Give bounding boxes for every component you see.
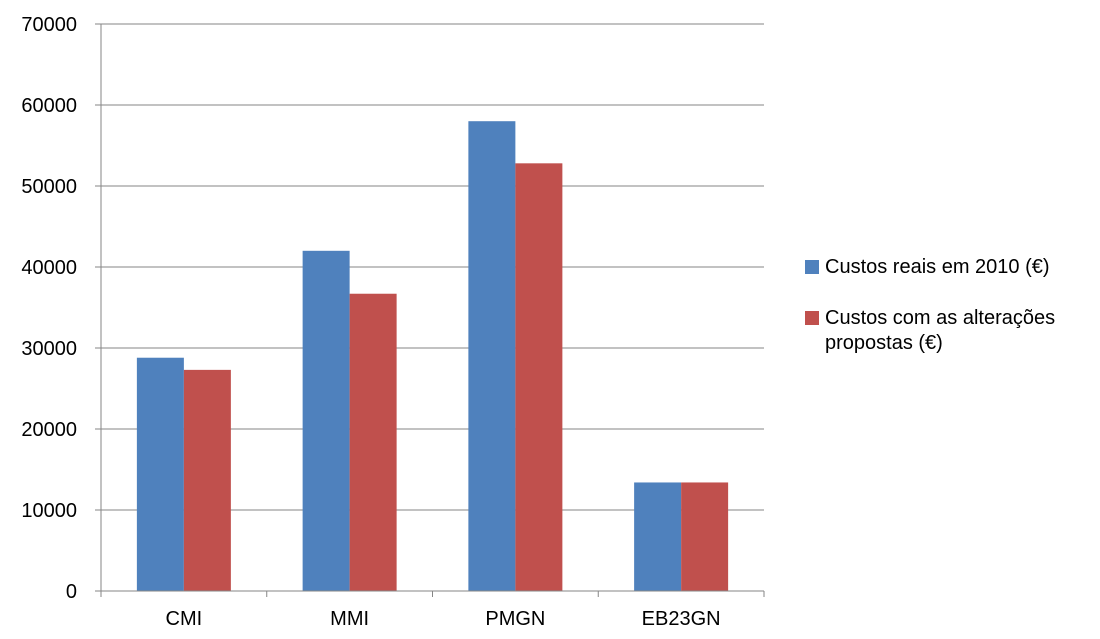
y-tick-label: 0 bbox=[66, 581, 77, 603]
y-tick-label: 10000 bbox=[21, 500, 77, 522]
legend-swatch bbox=[805, 260, 819, 274]
x-tick-labels: CMI MMI PMGN EB23GN bbox=[166, 608, 721, 630]
x-tick-label: PMGN bbox=[485, 608, 545, 630]
y-tick-label: 40000 bbox=[21, 257, 77, 279]
x-tick-label: CMI bbox=[166, 608, 203, 630]
y-tick-label: 70000 bbox=[21, 14, 77, 36]
bar-series-2-eb23gn bbox=[681, 482, 729, 591]
bar-series-2-pmgn bbox=[515, 163, 563, 591]
legend-item: Custos reais em 2010 (€) bbox=[805, 255, 1100, 280]
bar-series-2-mmi bbox=[349, 293, 397, 591]
bar-series-1-mmi bbox=[302, 250, 350, 592]
legend: Custos reais em 2010 (€) Custos com as al… bbox=[805, 255, 1100, 382]
y-tick-label: 50000 bbox=[21, 176, 77, 198]
bar-series-1-pmgn bbox=[468, 121, 516, 591]
y-tick-label: 20000 bbox=[21, 419, 77, 441]
axes bbox=[95, 23, 765, 597]
legend-label: Custos com as alterações propostas (€) bbox=[825, 307, 1056, 354]
x-tick-label: EB23GN bbox=[642, 608, 721, 630]
bars bbox=[136, 121, 729, 592]
legend-item: Custos com as alterações propostas (€) bbox=[805, 306, 1100, 356]
legend-label: Custos reais em 2010 (€) bbox=[825, 256, 1050, 278]
bar-series-1-cmi bbox=[136, 357, 184, 591]
x-tick-label: MMI bbox=[330, 608, 369, 630]
y-tick-label: 30000 bbox=[21, 338, 77, 360]
bar-series-1-eb23gn bbox=[634, 482, 682, 591]
bar-series-2-cmi bbox=[183, 369, 231, 591]
y-tick-labels: 0 10000 20000 30000 40000 50000 60000 70000 bbox=[21, 14, 77, 603]
y-tick-label: 60000 bbox=[21, 95, 77, 117]
legend-swatch bbox=[805, 311, 819, 325]
